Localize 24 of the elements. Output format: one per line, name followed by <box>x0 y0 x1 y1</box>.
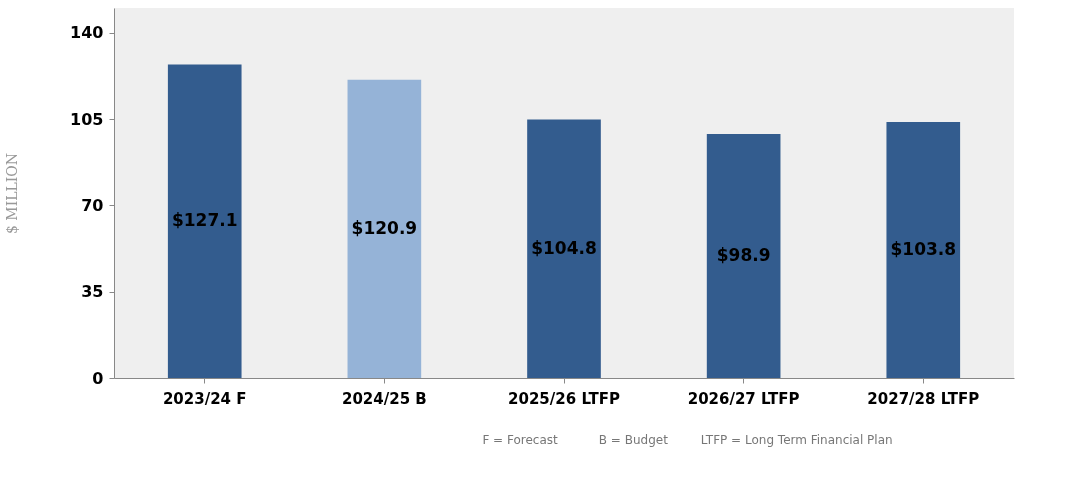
y-axis-title: $ MILLION <box>4 152 21 235</box>
data-label: $104.8 <box>531 237 597 258</box>
x-tick-label: 2024/25 B <box>341 389 427 408</box>
data-label: $120.9 <box>351 217 418 238</box>
text: B = Budget <box>598 433 669 447</box>
bar <box>706 134 781 378</box>
bar <box>347 79 422 378</box>
data-label: $127.1 <box>171 210 238 231</box>
y-tick-label: 70 <box>81 195 104 215</box>
x-tick-label: 2023/24 F <box>162 389 247 408</box>
x-tick-label: 2025/26 LTFP <box>508 389 620 408</box>
x-tick-label: 2026/27 LTFP <box>687 389 800 408</box>
x-tick-label: 2027/28 LTFP <box>867 389 980 408</box>
data-label: $103.8 <box>890 238 957 259</box>
text: F = Forecast <box>482 433 559 447</box>
y-tick-label: 140 <box>70 23 104 43</box>
y-tick-label: 0 <box>92 368 104 388</box>
y-tick-label: 105 <box>70 109 104 129</box>
bar <box>167 64 242 378</box>
data-label: $98.9 <box>716 245 771 266</box>
bar <box>886 121 961 378</box>
text: LTFP = Long Term Financial Plan <box>700 433 893 447</box>
bar <box>527 119 601 378</box>
y-tick-label: 35 <box>81 282 104 302</box>
